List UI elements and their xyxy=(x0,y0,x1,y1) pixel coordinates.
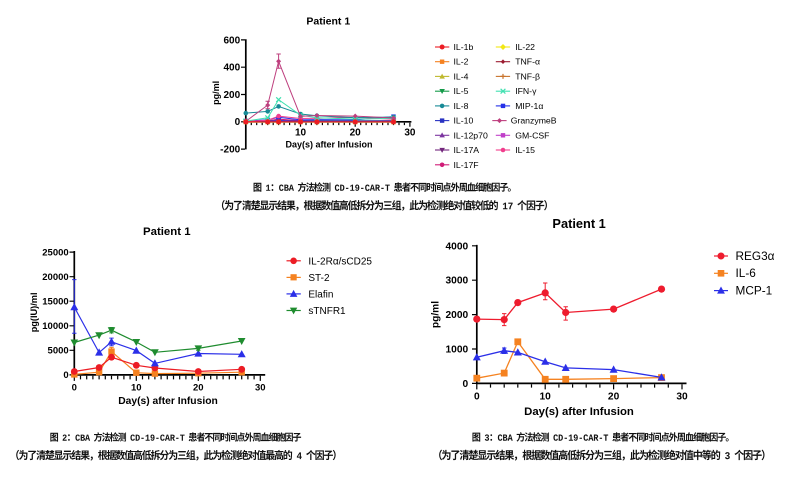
svg-text:IL-4: IL-4 xyxy=(454,71,469,81)
svg-text:ST-2: ST-2 xyxy=(308,273,330,284)
svg-text:3000: 3000 xyxy=(446,276,469,287)
svg-text:Day(s) after Infusion: Day(s) after Infusion xyxy=(118,396,218,407)
svg-text:TNF-α: TNF-α xyxy=(515,57,540,67)
svg-text:IL-10: IL-10 xyxy=(454,116,474,126)
svg-text:25000: 25000 xyxy=(42,247,68,258)
svg-text:IFN-γ: IFN-γ xyxy=(515,86,537,96)
svg-text:IL-8: IL-8 xyxy=(454,101,469,111)
svg-text:REG3α: REG3α xyxy=(736,249,775,263)
svg-text:Day(s) after Infusion: Day(s) after Infusion xyxy=(285,139,372,149)
svg-text:4000: 4000 xyxy=(446,241,469,252)
svg-text:IL-6: IL-6 xyxy=(736,266,757,280)
svg-text:Patient 1: Patient 1 xyxy=(143,226,191,238)
svg-text:pg/ml: pg/ml xyxy=(431,301,442,328)
svg-text:20: 20 xyxy=(193,382,204,393)
svg-text:MIP-1α: MIP-1α xyxy=(515,101,543,111)
svg-text:5000: 5000 xyxy=(48,346,69,357)
svg-text:Patient 1: Patient 1 xyxy=(552,216,605,231)
svg-text:0: 0 xyxy=(63,370,68,381)
svg-text:0: 0 xyxy=(72,382,77,393)
svg-text:pg(IU)/ml: pg(IU)/ml xyxy=(29,292,39,332)
svg-text:20: 20 xyxy=(350,127,362,138)
svg-text:20000: 20000 xyxy=(42,272,68,283)
svg-text:sTNFR1: sTNFR1 xyxy=(308,306,346,317)
svg-text:10: 10 xyxy=(295,127,307,138)
svg-text:10000: 10000 xyxy=(42,321,68,332)
svg-text:IL-2: IL-2 xyxy=(454,57,469,67)
svg-text:Day(s) after Infusion: Day(s) after Infusion xyxy=(524,406,634,418)
svg-text:TNF-β: TNF-β xyxy=(515,71,540,81)
svg-text:10: 10 xyxy=(540,392,552,403)
svg-text:0: 0 xyxy=(235,117,241,128)
svg-text:600: 600 xyxy=(224,35,241,46)
svg-text:30: 30 xyxy=(676,392,688,403)
svg-text:20: 20 xyxy=(608,392,620,403)
svg-text:0: 0 xyxy=(474,392,480,403)
svg-text:pg/ml: pg/ml xyxy=(211,81,221,105)
svg-text:Elafin: Elafin xyxy=(308,289,333,300)
svg-text:15000: 15000 xyxy=(42,297,68,308)
svg-text:IL-17F: IL-17F xyxy=(454,160,479,170)
svg-text:GM-CSF: GM-CSF xyxy=(515,130,549,140)
svg-text:10: 10 xyxy=(131,382,142,393)
svg-text:30: 30 xyxy=(255,382,266,393)
svg-text:2000: 2000 xyxy=(446,310,469,321)
svg-text:0: 0 xyxy=(463,379,469,390)
svg-text:IL-22: IL-22 xyxy=(515,42,535,52)
svg-text:400: 400 xyxy=(224,63,241,74)
svg-text:IL-17A: IL-17A xyxy=(454,145,480,155)
svg-text:200: 200 xyxy=(224,90,241,101)
svg-text:IL-5: IL-5 xyxy=(454,86,469,96)
svg-text:-200: -200 xyxy=(220,145,240,156)
svg-text:GranzymeB: GranzymeB xyxy=(511,116,557,126)
svg-text:30: 30 xyxy=(404,127,416,138)
svg-text:MCP-1: MCP-1 xyxy=(736,284,773,298)
svg-text:IL-2Rα/sCD25: IL-2Rα/sCD25 xyxy=(308,256,372,267)
svg-text:IL-1b: IL-1b xyxy=(454,42,474,52)
svg-text:IL-15: IL-15 xyxy=(515,145,535,155)
svg-text:Patient 1: Patient 1 xyxy=(306,16,350,28)
svg-text:IL-12p70: IL-12p70 xyxy=(454,130,488,140)
svg-text:1000: 1000 xyxy=(446,345,469,356)
